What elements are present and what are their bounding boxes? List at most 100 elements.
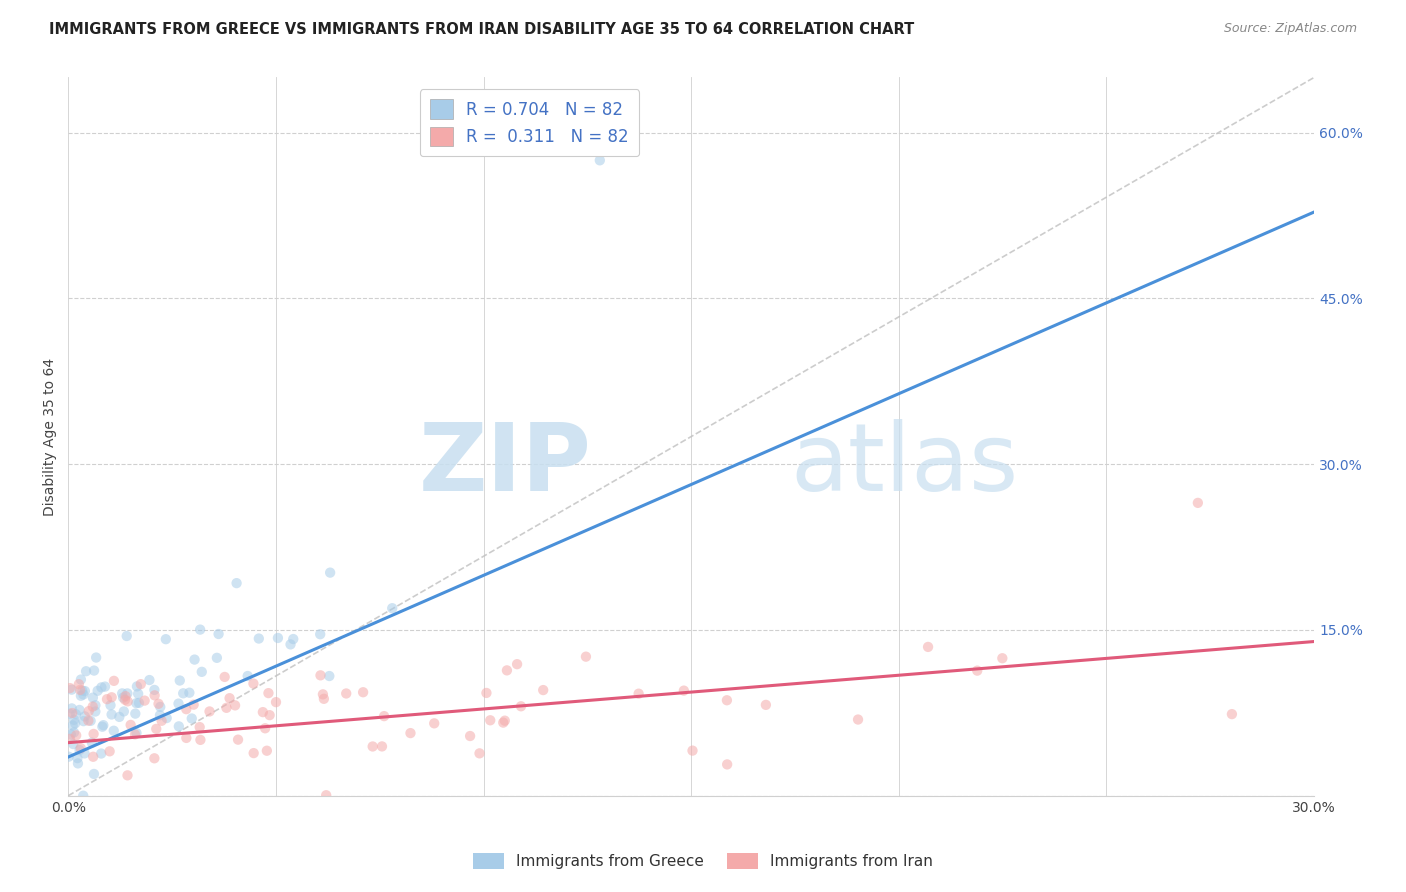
Point: [115, 629, 138, 643]
Point: [72, 789, 94, 803]
Point: [114, 689, 136, 703]
Point: [479, 713, 502, 727]
Point: [98, 744, 121, 758]
Point: [309, 627, 332, 641]
Point: [80, 736, 103, 750]
Point: [169, 673, 191, 688]
Point: [73, 684, 96, 698]
Point: [312, 691, 335, 706]
Point: [63, 716, 86, 731]
Point: [84, 705, 107, 719]
Point: [100, 707, 122, 722]
Point: [112, 705, 135, 719]
Point: [73, 747, 96, 761]
Point: [315, 789, 337, 803]
Point: [1187, 496, 1209, 510]
Point: [70, 683, 93, 698]
Point: [224, 698, 246, 713]
Point: [83, 727, 105, 741]
Point: [96, 692, 118, 706]
Point: [381, 601, 404, 615]
Point: [318, 669, 340, 683]
Point: [174, 702, 197, 716]
Point: [371, 739, 394, 754]
Point: [86, 683, 108, 698]
Point: [83, 664, 105, 678]
Point: [145, 722, 167, 736]
Point: [66, 751, 89, 765]
Point: [108, 710, 131, 724]
Point: [60, 701, 83, 715]
Point: [143, 751, 166, 765]
Point: [207, 627, 229, 641]
Point: [90, 681, 112, 695]
Point: [124, 706, 146, 721]
Point: [180, 711, 202, 725]
Point: [148, 697, 170, 711]
Point: [755, 698, 778, 712]
Point: [66, 756, 89, 771]
Point: [267, 631, 290, 645]
Point: [494, 714, 516, 728]
Point: [120, 718, 142, 732]
Point: [117, 686, 139, 700]
Point: [125, 696, 148, 710]
Point: [138, 673, 160, 687]
Point: [176, 731, 198, 745]
Point: [280, 637, 302, 651]
Point: [67, 677, 90, 691]
Point: [125, 726, 148, 740]
Text: IMMIGRANTS FROM GREECE VS IMMIGRANTS FROM IRAN DISABILITY AGE 35 TO 64 CORRELATI: IMMIGRANTS FROM GREECE VS IMMIGRANTS FRO…: [49, 22, 914, 37]
Point: [70, 673, 93, 687]
Point: [172, 686, 194, 700]
Point: [128, 696, 150, 710]
Point: [183, 698, 205, 712]
Point: [79, 714, 101, 728]
Point: [143, 689, 166, 703]
Point: [58, 749, 80, 764]
Point: [475, 686, 498, 700]
Point: [496, 664, 519, 678]
Point: [149, 708, 172, 723]
Point: [127, 687, 149, 701]
Point: [125, 680, 148, 694]
Point: [682, 744, 704, 758]
Point: [247, 632, 270, 646]
Point: [510, 699, 533, 714]
Point: [112, 690, 135, 705]
Point: [94, 680, 117, 694]
Point: [59, 681, 82, 695]
Point: [190, 732, 212, 747]
Point: [156, 711, 179, 725]
Point: [283, 632, 305, 646]
Point: [917, 640, 939, 654]
Point: [242, 676, 264, 690]
Point: [589, 153, 612, 168]
Point: [205, 650, 228, 665]
Point: [59, 706, 82, 721]
Point: [264, 695, 287, 709]
Point: [143, 682, 166, 697]
Point: [575, 649, 598, 664]
Point: [257, 686, 280, 700]
Point: [991, 651, 1014, 665]
Point: [75, 665, 97, 679]
Point: [82, 690, 104, 705]
Point: [134, 693, 156, 707]
Point: [129, 677, 152, 691]
Point: [63, 713, 86, 727]
Point: [90, 747, 112, 761]
Point: [214, 670, 236, 684]
Point: [468, 747, 491, 761]
Point: [259, 708, 281, 723]
Point: [361, 739, 384, 754]
Y-axis label: Disability Age 35 to 64: Disability Age 35 to 64: [44, 358, 58, 516]
Point: [458, 729, 481, 743]
Point: [91, 718, 114, 732]
Point: [716, 757, 738, 772]
Point: [150, 714, 173, 728]
Point: [103, 673, 125, 688]
Point: [84, 698, 107, 713]
Text: Source: ZipAtlas.com: Source: ZipAtlas.com: [1223, 22, 1357, 36]
Point: [492, 715, 515, 730]
